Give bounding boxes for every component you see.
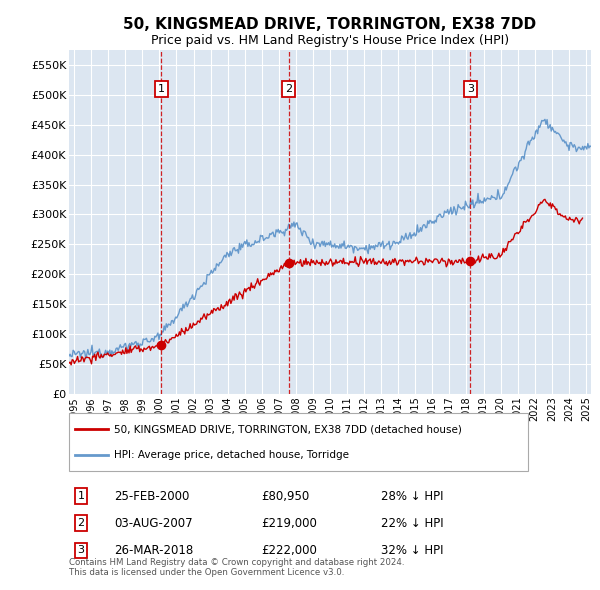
Text: £219,000: £219,000 [261,517,317,530]
Text: 32% ↓ HPI: 32% ↓ HPI [381,544,443,557]
Text: 50, KINGSMEAD DRIVE, TORRINGTON, EX38 7DD (detached house): 50, KINGSMEAD DRIVE, TORRINGTON, EX38 7D… [114,424,462,434]
Text: 22% ↓ HPI: 22% ↓ HPI [381,517,443,530]
Text: 2: 2 [285,84,292,94]
Text: £80,950: £80,950 [261,490,309,503]
Text: 28% ↓ HPI: 28% ↓ HPI [381,490,443,503]
Text: HPI: Average price, detached house, Torridge: HPI: Average price, detached house, Torr… [114,450,349,460]
Text: 1: 1 [77,491,85,502]
Text: Price paid vs. HM Land Registry's House Price Index (HPI): Price paid vs. HM Land Registry's House … [151,34,509,47]
Text: 3: 3 [467,84,474,94]
Text: 3: 3 [77,545,85,555]
Text: 26-MAR-2018: 26-MAR-2018 [114,544,193,557]
Text: Contains HM Land Registry data © Crown copyright and database right 2024.
This d: Contains HM Land Registry data © Crown c… [69,558,404,578]
Text: 2: 2 [77,518,85,528]
Text: £222,000: £222,000 [261,544,317,557]
Text: 50, KINGSMEAD DRIVE, TORRINGTON, EX38 7DD: 50, KINGSMEAD DRIVE, TORRINGTON, EX38 7D… [124,17,536,32]
Text: 03-AUG-2007: 03-AUG-2007 [114,517,193,530]
Text: 25-FEB-2000: 25-FEB-2000 [114,490,190,503]
Text: 1: 1 [158,84,165,94]
